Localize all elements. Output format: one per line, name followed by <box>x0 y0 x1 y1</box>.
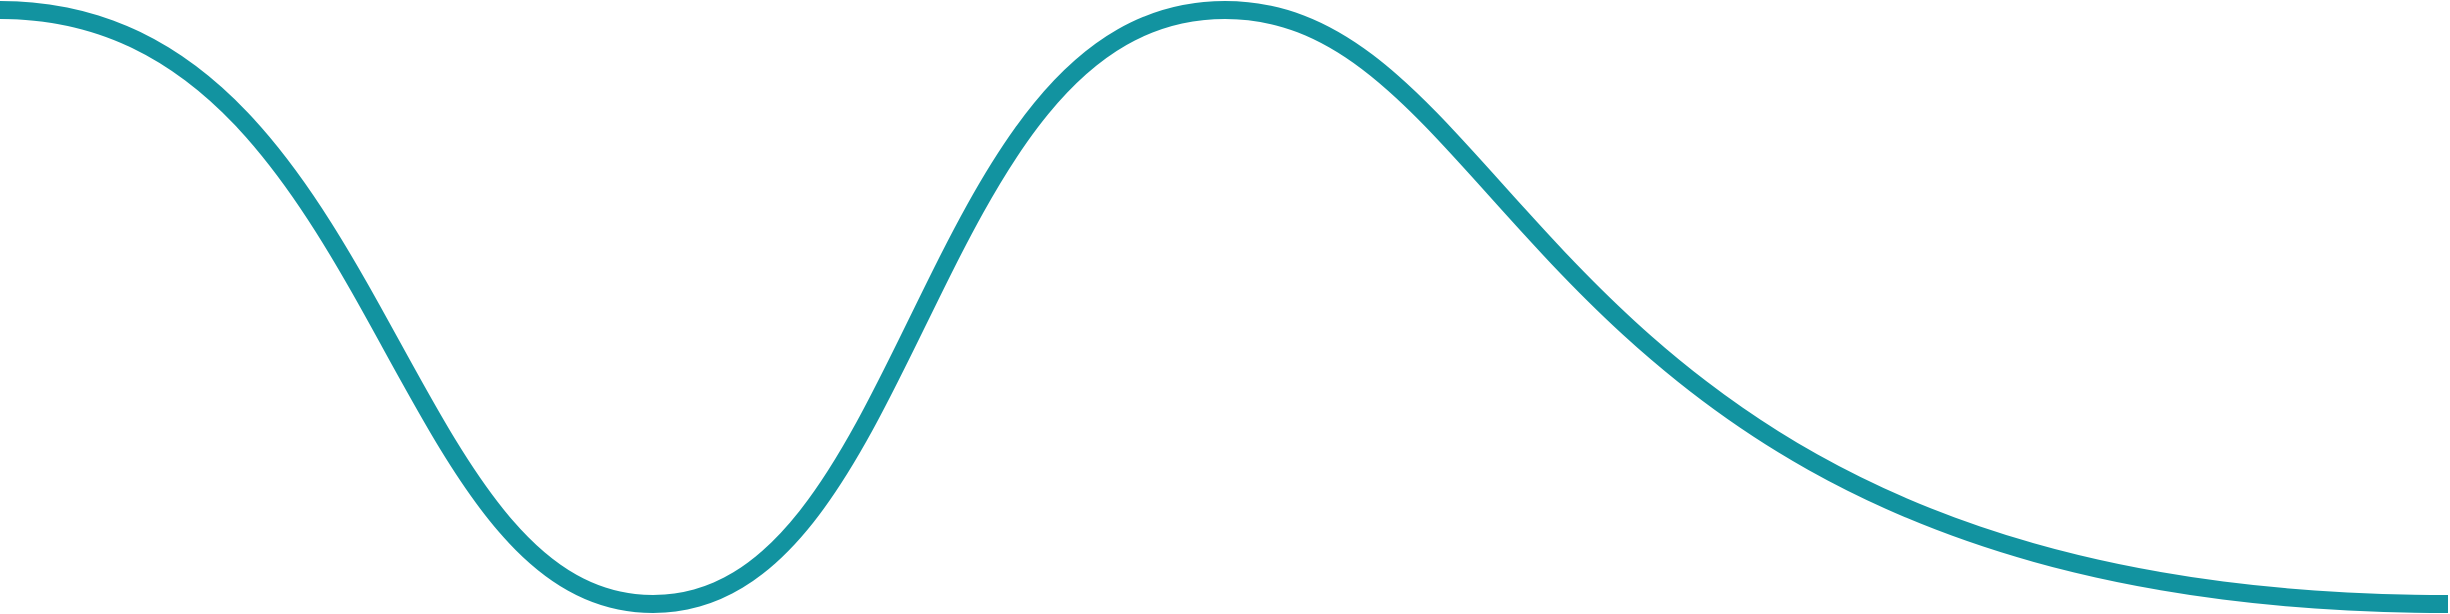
wave-graphic <box>0 0 2449 614</box>
wave-canvas <box>0 0 2450 614</box>
wave-line <box>0 0 2449 614</box>
